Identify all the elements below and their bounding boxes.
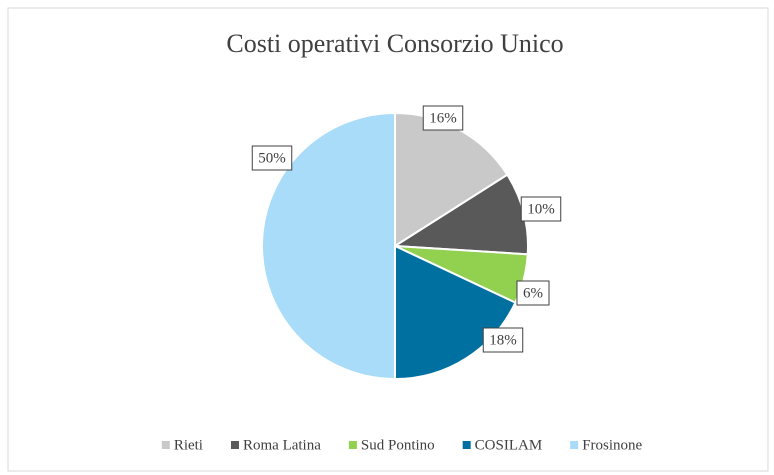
legend-marker bbox=[230, 441, 239, 449]
chart-title: Costi operativi Consorzio Unico bbox=[226, 29, 563, 58]
legend-label: Rieti bbox=[174, 437, 203, 453]
data-label-box bbox=[516, 280, 550, 306]
pie-slice bbox=[394, 244, 517, 381]
data-label-box bbox=[520, 196, 562, 222]
data-label: 50% bbox=[258, 150, 286, 166]
data-label: 10% bbox=[527, 201, 555, 217]
legend-marker bbox=[462, 441, 471, 449]
legend-marker bbox=[348, 441, 357, 449]
pie-slice bbox=[261, 111, 396, 381]
legend-label: Sud Pontino bbox=[361, 437, 435, 453]
legend-marker bbox=[161, 441, 170, 449]
data-label-box bbox=[422, 105, 464, 131]
data-label: 18% bbox=[489, 332, 517, 348]
legend-label: COSILAM bbox=[475, 437, 543, 453]
data-label: 6% bbox=[523, 285, 543, 301]
data-label: 16% bbox=[429, 110, 457, 126]
data-label-box bbox=[482, 327, 524, 353]
data-label-box bbox=[251, 145, 293, 171]
legend-marker bbox=[570, 441, 579, 449]
legend-label: Roma Latina bbox=[243, 437, 321, 453]
legend-label: Frosinone bbox=[582, 437, 642, 453]
